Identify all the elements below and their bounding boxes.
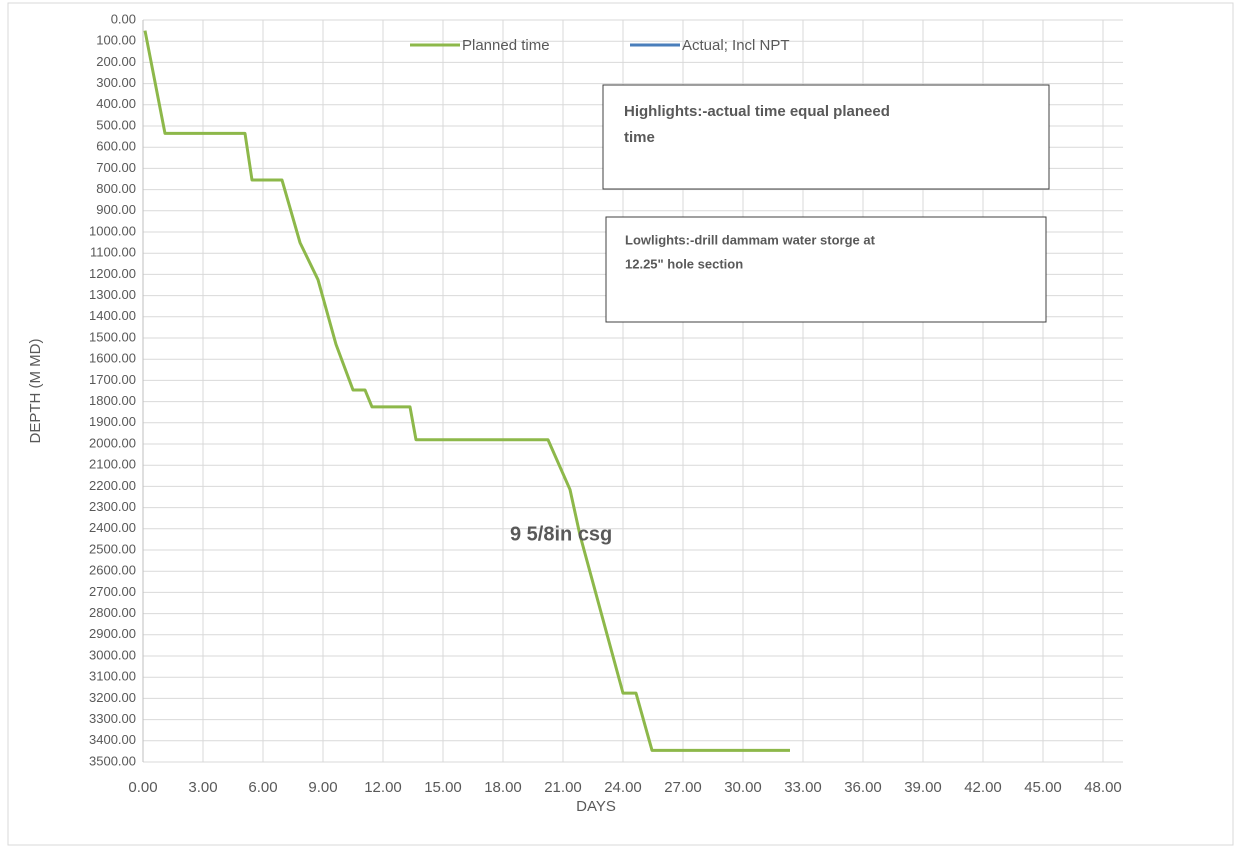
y-tick-label: 2500.00 [89,541,136,556]
x-tick-label: 42.00 [964,779,1002,796]
y-tick-label: 300.00 [96,75,136,90]
x-tick-label: 36.00 [844,779,882,796]
y-tick-label: 1900.00 [89,414,136,429]
x-tick-label: 12.00 [364,779,402,796]
y-tick-label: 2900.00 [89,626,136,641]
legend-label: Actual; Incl NPT [682,37,790,54]
y-tick-label: 2800.00 [89,605,136,620]
x-tick-label: 0.00 [128,779,157,796]
x-tick-label: 21.00 [544,779,582,796]
y-tick-label: 1500.00 [89,329,136,344]
y-tick-label: 600.00 [96,139,136,154]
annotation-text: Lowlights:-drill dammam water storge at [625,232,876,247]
y-tick-label: 2100.00 [89,457,136,472]
x-tick-label: 9.00 [308,779,337,796]
y-tick-label: 3300.00 [89,711,136,726]
x-axis-label: DAYS [576,798,616,815]
y-tick-label: 1300.00 [89,287,136,302]
x-tick-label: 33.00 [784,779,822,796]
y-tick-label: 3000.00 [89,647,136,662]
x-tick-label: 45.00 [1024,779,1062,796]
y-tick-label: 1700.00 [89,372,136,387]
y-tick-label: 1200.00 [89,266,136,281]
y-tick-label: 1000.00 [89,223,136,238]
x-tick-label: 18.00 [484,779,522,796]
annotation-text: Highlights:-actual time equal planeed [624,103,890,120]
y-tick-label: 2700.00 [89,584,136,599]
y-tick-label: 2300.00 [89,499,136,514]
y-tick-label: 800.00 [96,181,136,196]
x-tick-label: 6.00 [248,779,277,796]
y-tick-label: 500.00 [96,117,136,132]
annotation-box [602,84,1050,190]
annotation-text: 12.25" hole section [625,256,743,271]
annotation-text: time [624,129,655,146]
annotation-box [605,216,1047,323]
y-tick-label: 1400.00 [89,308,136,323]
x-tick-label: 48.00 [1084,779,1122,796]
y-tick-label: 3100.00 [89,669,136,684]
y-tick-label: 100.00 [96,33,136,48]
y-tick-label: 2200.00 [89,478,136,493]
y-tick-label: 200.00 [96,54,136,69]
y-tick-label: 1100.00 [90,245,136,260]
y-tick-label: 400.00 [96,96,136,111]
x-tick-label: 27.00 [664,779,702,796]
legend-label: Planned time [462,37,550,54]
y-tick-label: 3400.00 [89,732,136,747]
y-tick-label: 700.00 [96,160,136,175]
y-tick-label: 1800.00 [89,393,136,408]
x-tick-label: 24.00 [604,779,642,796]
x-tick-label: 30.00 [724,779,762,796]
y-tick-label: 1600.00 [89,351,136,366]
series-line [143,30,790,752]
annotation-text: 9 5/8in csg [510,523,612,545]
y-tick-label: 2600.00 [89,563,136,578]
x-tick-label: 3.00 [188,779,217,796]
x-tick-label: 39.00 [904,779,942,796]
x-tick-label: 15.00 [424,779,462,796]
y-tick-label: 0.00 [111,11,136,26]
y-tick-label: 3500.00 [89,753,136,768]
y-axis-label: DEPTH (M MD) [27,339,44,444]
y-tick-label: 2400.00 [89,520,136,535]
y-tick-label: 2000.00 [89,435,136,450]
y-tick-label: 3200.00 [89,690,136,705]
y-tick-label: 900.00 [96,202,136,217]
